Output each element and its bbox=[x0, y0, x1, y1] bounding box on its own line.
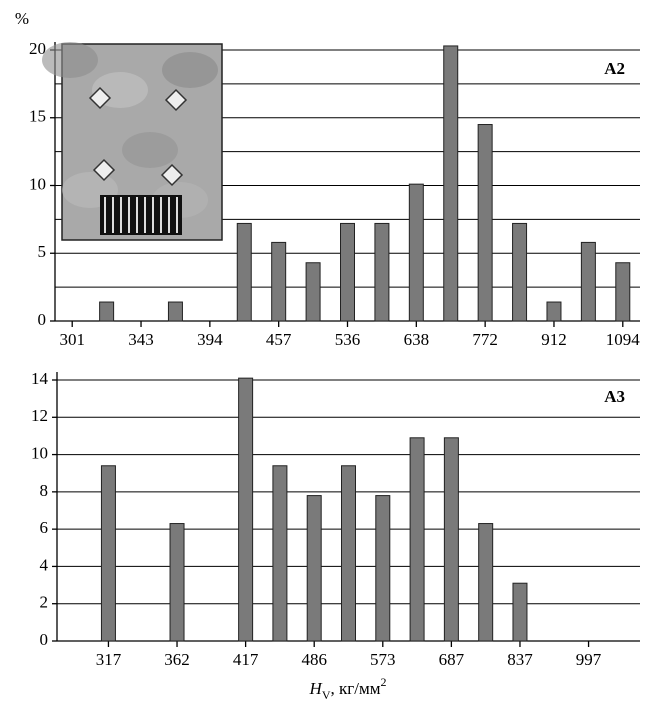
x-tick-label: 417 bbox=[233, 650, 259, 669]
scale-line bbox=[152, 197, 154, 233]
x-tick-label: 772 bbox=[472, 330, 498, 349]
bar bbox=[272, 465, 288, 642]
bar bbox=[236, 222, 252, 322]
panel-label: A2 bbox=[604, 59, 625, 78]
y-tick-label: 0 bbox=[40, 630, 49, 649]
scale-line bbox=[128, 197, 130, 233]
scale-line bbox=[136, 197, 138, 233]
scale-line bbox=[120, 197, 122, 233]
x-tick-label: 301 bbox=[59, 330, 85, 349]
bar bbox=[408, 183, 424, 322]
bar bbox=[580, 241, 596, 322]
x-label-unit: , кг/мм bbox=[330, 679, 380, 698]
indent-mark bbox=[88, 86, 112, 110]
bar bbox=[443, 437, 459, 642]
x-label-subscript: V bbox=[322, 688, 331, 702]
bar bbox=[375, 495, 391, 642]
y-tick-label: 2 bbox=[40, 593, 49, 612]
y-tick-label: 0 bbox=[38, 310, 47, 329]
bar bbox=[238, 377, 254, 642]
x-tick-label: 837 bbox=[507, 650, 533, 669]
bar bbox=[99, 301, 115, 322]
x-axis-label: HV, кг/мм2 bbox=[309, 675, 387, 702]
bar bbox=[305, 262, 321, 322]
x-label-power: 2 bbox=[380, 675, 386, 689]
scale-line bbox=[104, 197, 106, 233]
y-tick-label: 15 bbox=[29, 107, 46, 126]
inset-texture bbox=[122, 132, 178, 168]
scale-line bbox=[144, 197, 146, 233]
bar bbox=[340, 222, 355, 322]
x-tick-label: 912 bbox=[541, 330, 567, 349]
y-tick-label: 6 bbox=[40, 518, 49, 537]
scale-line bbox=[176, 197, 178, 233]
x-tick-label: 536 bbox=[335, 330, 361, 349]
bar bbox=[306, 495, 322, 642]
x-label-symbol: H bbox=[309, 679, 324, 698]
bar bbox=[478, 523, 494, 642]
y-tick-label: 10 bbox=[29, 174, 46, 193]
bar bbox=[443, 45, 459, 322]
indent-mark bbox=[92, 158, 116, 182]
x-tick-label: 638 bbox=[404, 330, 430, 349]
scale-line bbox=[112, 197, 114, 233]
y-tick-label: 20 bbox=[29, 39, 46, 58]
bar bbox=[271, 241, 287, 322]
bar bbox=[167, 301, 183, 322]
micrograph-inset bbox=[42, 42, 223, 241]
x-tick-label: 573 bbox=[370, 650, 396, 669]
bar bbox=[512, 222, 528, 322]
scale-line bbox=[160, 197, 162, 233]
x-tick-label: 687 bbox=[439, 650, 465, 669]
y-tick-label: 4 bbox=[40, 555, 49, 574]
x-tick-label: 362 bbox=[164, 650, 190, 669]
bar bbox=[477, 124, 493, 322]
y-tick-label: 5 bbox=[38, 242, 47, 261]
bar bbox=[409, 437, 425, 642]
bar bbox=[341, 465, 356, 642]
inset-texture bbox=[42, 42, 98, 78]
bar bbox=[615, 262, 631, 322]
scale-line bbox=[168, 197, 170, 233]
bar bbox=[374, 222, 390, 322]
y-tick-label: 14 bbox=[31, 369, 49, 388]
x-tick-label: 997 bbox=[576, 650, 602, 669]
y-tick-label: 8 bbox=[40, 481, 49, 500]
x-tick-label: 394 bbox=[197, 330, 223, 349]
indent-mark bbox=[164, 88, 188, 112]
bar bbox=[169, 523, 185, 642]
bar bbox=[512, 582, 528, 642]
y-tick-label: 10 bbox=[31, 443, 48, 462]
y-tick-label: 12 bbox=[31, 406, 48, 425]
inset-texture bbox=[162, 52, 218, 88]
indent-mark bbox=[160, 163, 184, 187]
bar bbox=[100, 465, 116, 642]
x-tick-label: 457 bbox=[266, 330, 292, 349]
bar bbox=[546, 301, 562, 322]
x-tick-label: 1094 bbox=[606, 330, 641, 349]
panel-label: A3 bbox=[604, 387, 625, 406]
x-tick-label: 343 bbox=[128, 330, 154, 349]
x-tick-label: 317 bbox=[96, 650, 122, 669]
x-tick-label: 486 bbox=[301, 650, 327, 669]
y-axis-label: % bbox=[15, 9, 29, 28]
